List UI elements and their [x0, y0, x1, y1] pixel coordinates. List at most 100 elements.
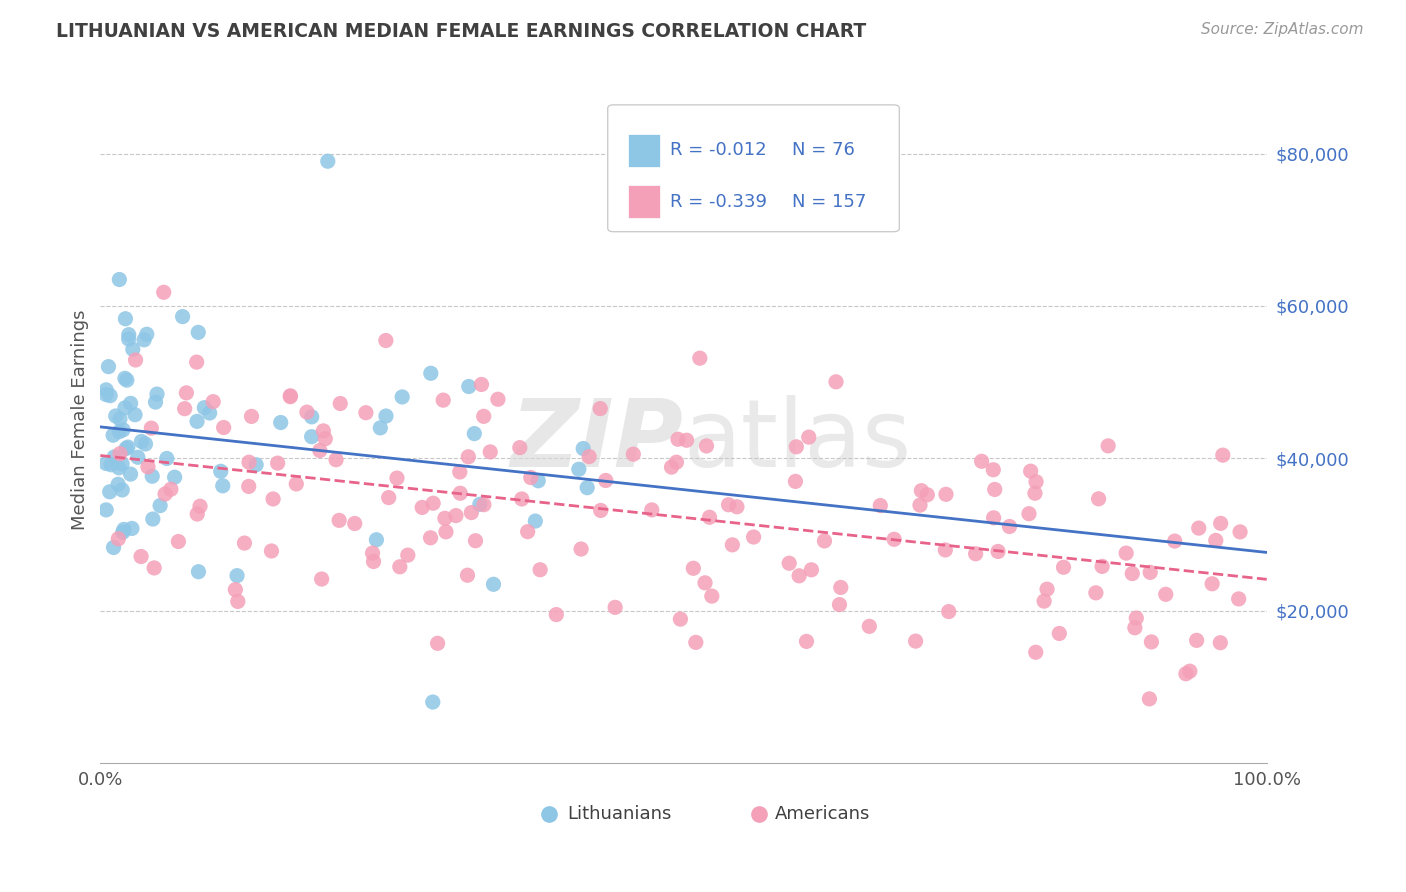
Point: [725, 500, 748, 514]
Point: [114, 401, 136, 415]
Point: [370, 421, 392, 435]
Text: N = 157: N = 157: [792, 193, 866, 211]
Point: [136, 459, 159, 474]
Point: [111, 457, 134, 471]
Point: [1087, 491, 1109, 506]
Point: [173, 401, 195, 416]
Point: [527, 474, 550, 488]
Point: [1025, 475, 1047, 489]
Point: [1201, 576, 1223, 591]
Point: [1052, 560, 1074, 574]
Point: [1209, 636, 1232, 650]
Point: [1209, 516, 1232, 531]
Point: [363, 554, 385, 568]
Point: [682, 561, 704, 575]
Point: [1084, 586, 1107, 600]
Point: [117, 440, 139, 454]
Point: [343, 516, 366, 531]
Point: [163, 470, 186, 484]
Point: [422, 496, 444, 510]
Point: [721, 538, 744, 552]
Point: [883, 533, 905, 547]
Point: [118, 327, 141, 342]
Point: [983, 483, 1005, 497]
Point: [621, 447, 644, 461]
Point: [112, 423, 135, 437]
Point: [998, 519, 1021, 533]
Point: [1140, 635, 1163, 649]
Point: [934, 543, 956, 558]
Point: [167, 534, 190, 549]
Point: [825, 375, 848, 389]
FancyBboxPatch shape: [607, 105, 900, 232]
Point: [100, 458, 122, 472]
Point: [456, 568, 478, 582]
Point: [127, 450, 149, 465]
Text: R = -0.012: R = -0.012: [669, 141, 766, 160]
Point: [800, 563, 823, 577]
Point: [1091, 559, 1114, 574]
Point: [396, 548, 419, 562]
Point: [685, 635, 707, 649]
Point: [479, 445, 502, 459]
Point: [449, 465, 471, 479]
Point: [1139, 692, 1161, 706]
Point: [156, 451, 179, 466]
Point: [1178, 664, 1201, 678]
Text: Americans: Americans: [775, 805, 870, 823]
Point: [186, 507, 208, 521]
Point: [120, 467, 142, 482]
Point: [444, 508, 467, 523]
Point: [1125, 611, 1147, 625]
Point: [108, 412, 131, 426]
Point: [285, 476, 308, 491]
Text: Source: ZipAtlas.com: Source: ZipAtlas.com: [1201, 22, 1364, 37]
Point: [211, 479, 233, 493]
Point: [198, 406, 221, 420]
Point: [693, 575, 716, 590]
Point: [301, 409, 323, 424]
Point: [107, 477, 129, 491]
Point: [830, 581, 852, 595]
Point: [524, 514, 547, 528]
Point: [295, 405, 318, 419]
Point: [482, 577, 505, 591]
Point: [858, 619, 880, 633]
Point: [509, 441, 531, 455]
Point: [1121, 566, 1143, 581]
Point: [120, 396, 142, 410]
Point: [665, 455, 688, 469]
Point: [641, 503, 664, 517]
Text: N = 76: N = 76: [792, 141, 855, 160]
Point: [111, 525, 134, 540]
Point: [141, 469, 163, 483]
Point: [388, 559, 411, 574]
Point: [117, 332, 139, 346]
Point: [186, 355, 208, 369]
Point: [98, 389, 121, 403]
Point: [669, 612, 692, 626]
Point: [1115, 546, 1137, 560]
Point: [361, 546, 384, 560]
Point: [464, 533, 486, 548]
Point: [1036, 582, 1059, 597]
Point: [981, 463, 1004, 477]
Point: [278, 390, 301, 404]
Point: [240, 409, 263, 424]
Point: [908, 498, 931, 512]
Point: [411, 500, 433, 515]
Point: [152, 285, 174, 300]
Point: [1033, 594, 1056, 608]
Point: [468, 497, 491, 511]
Point: [661, 460, 683, 475]
Point: [595, 474, 617, 488]
Point: [121, 521, 143, 535]
Text: atlas: atlas: [683, 395, 912, 487]
Point: [965, 547, 987, 561]
Point: [108, 425, 131, 439]
Point: [983, 511, 1005, 525]
Point: [96, 503, 118, 517]
Point: [935, 487, 957, 501]
Point: [145, 395, 167, 409]
Point: [434, 524, 457, 539]
